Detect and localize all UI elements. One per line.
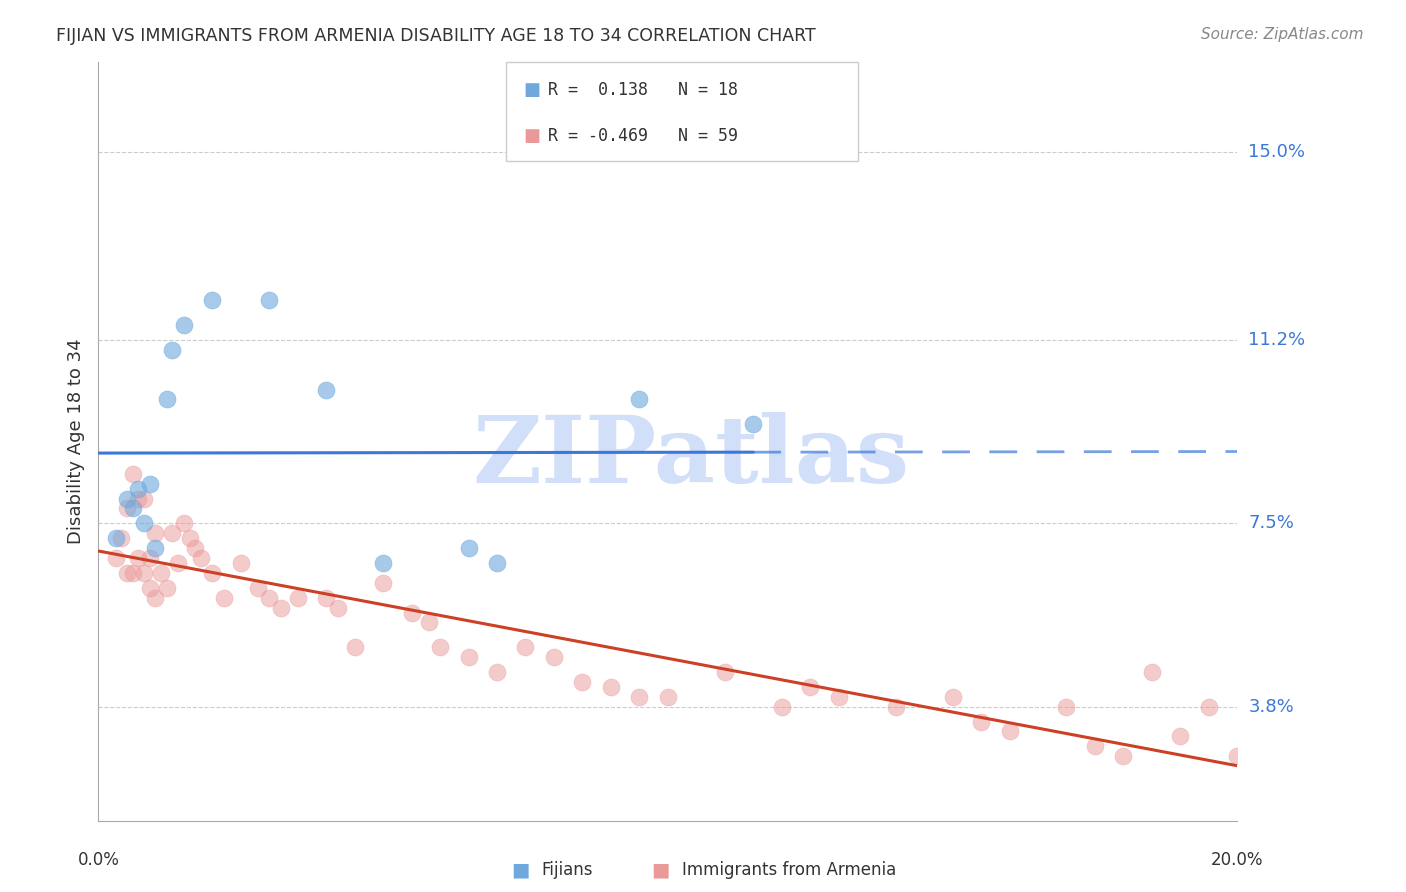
Point [173, 516, 195, 531]
Point [184, 541, 207, 555]
Text: R = -0.469   N = 59: R = -0.469 N = 59 [548, 127, 738, 145]
Point [132, 491, 155, 506]
Point [121, 501, 143, 516]
Text: 3.8%: 3.8% [1249, 698, 1294, 715]
Point [326, 600, 349, 615]
Point [115, 501, 138, 516]
Point [115, 566, 138, 580]
Point [970, 714, 993, 729]
Point [998, 724, 1021, 739]
Point [628, 392, 651, 407]
Point [127, 482, 149, 496]
Point [259, 293, 281, 308]
Point [600, 680, 623, 694]
Point [127, 551, 149, 566]
Point [201, 566, 224, 580]
Point [628, 690, 651, 704]
Text: ■: ■ [651, 860, 671, 880]
Text: ■: ■ [523, 81, 540, 99]
Point [270, 600, 292, 615]
Point [246, 581, 269, 595]
Point [770, 699, 793, 714]
Point [828, 690, 851, 704]
Text: ■: ■ [510, 860, 530, 880]
Point [138, 551, 160, 566]
Point [104, 531, 127, 545]
Point [145, 591, 167, 605]
Point [1170, 730, 1192, 744]
Point [543, 650, 565, 665]
Point [138, 476, 160, 491]
Point [115, 491, 138, 506]
Point [104, 551, 127, 566]
Point [315, 591, 337, 605]
Point [486, 556, 509, 570]
Point [162, 343, 184, 357]
Point [401, 606, 423, 620]
Point [132, 516, 155, 531]
Point [167, 556, 190, 570]
Point [457, 541, 479, 555]
Point [110, 531, 132, 545]
Point [150, 566, 173, 580]
Point [212, 591, 235, 605]
Point [156, 581, 179, 595]
Text: ■: ■ [523, 127, 540, 145]
Point [486, 665, 509, 679]
Point [884, 699, 907, 714]
Point [373, 556, 395, 570]
Point [1198, 699, 1220, 714]
Point [259, 591, 281, 605]
Text: FIJIAN VS IMMIGRANTS FROM ARMENIA DISABILITY AGE 18 TO 34 CORRELATION CHART: FIJIAN VS IMMIGRANTS FROM ARMENIA DISABI… [56, 27, 815, 45]
Point [132, 566, 155, 580]
Point [343, 640, 366, 655]
Point [145, 526, 167, 541]
Point [942, 690, 965, 704]
Point [229, 556, 252, 570]
Text: 15.0%: 15.0% [1249, 143, 1305, 161]
Point [418, 615, 440, 630]
Point [121, 467, 143, 481]
Point [1056, 699, 1078, 714]
Point [287, 591, 309, 605]
Point [429, 640, 451, 655]
Point [657, 690, 679, 704]
Point [162, 526, 184, 541]
Point [457, 650, 479, 665]
Point [138, 581, 160, 595]
Point [515, 640, 537, 655]
Point [1084, 739, 1107, 754]
Text: 0.0%: 0.0% [77, 851, 120, 869]
Text: Source: ZipAtlas.com: Source: ZipAtlas.com [1201, 27, 1364, 42]
Point [799, 680, 821, 694]
Point [173, 318, 195, 332]
Text: ZIPatlas: ZIPatlas [472, 412, 910, 501]
Text: 11.2%: 11.2% [1249, 331, 1306, 349]
Point [145, 541, 167, 555]
Text: R =  0.138   N = 18: R = 0.138 N = 18 [548, 81, 738, 99]
Text: 20.0%: 20.0% [1211, 851, 1264, 869]
Point [1140, 665, 1163, 679]
Point [190, 551, 212, 566]
Point [1226, 749, 1249, 764]
Point [121, 566, 143, 580]
Point [373, 575, 395, 590]
Point [742, 417, 765, 432]
Point [315, 383, 337, 397]
Text: Immigrants from Armenia: Immigrants from Armenia [682, 861, 896, 879]
Point [1112, 749, 1135, 764]
Point [571, 674, 593, 689]
Point [179, 531, 201, 545]
Text: 7.5%: 7.5% [1249, 515, 1295, 533]
Y-axis label: Disability Age 18 to 34: Disability Age 18 to 34 [66, 339, 84, 544]
Point [201, 293, 224, 308]
Text: Fijians: Fijians [541, 861, 593, 879]
Point [714, 665, 737, 679]
Point [127, 491, 149, 506]
Point [156, 392, 179, 407]
